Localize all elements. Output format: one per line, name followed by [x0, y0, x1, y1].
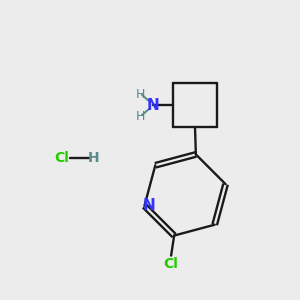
Text: H: H — [135, 110, 145, 122]
Text: Cl: Cl — [164, 256, 178, 271]
Text: N: N — [147, 98, 159, 112]
Text: H: H — [88, 151, 100, 165]
Text: H: H — [135, 88, 145, 100]
Text: Cl: Cl — [55, 151, 69, 165]
Text: N: N — [143, 198, 156, 213]
